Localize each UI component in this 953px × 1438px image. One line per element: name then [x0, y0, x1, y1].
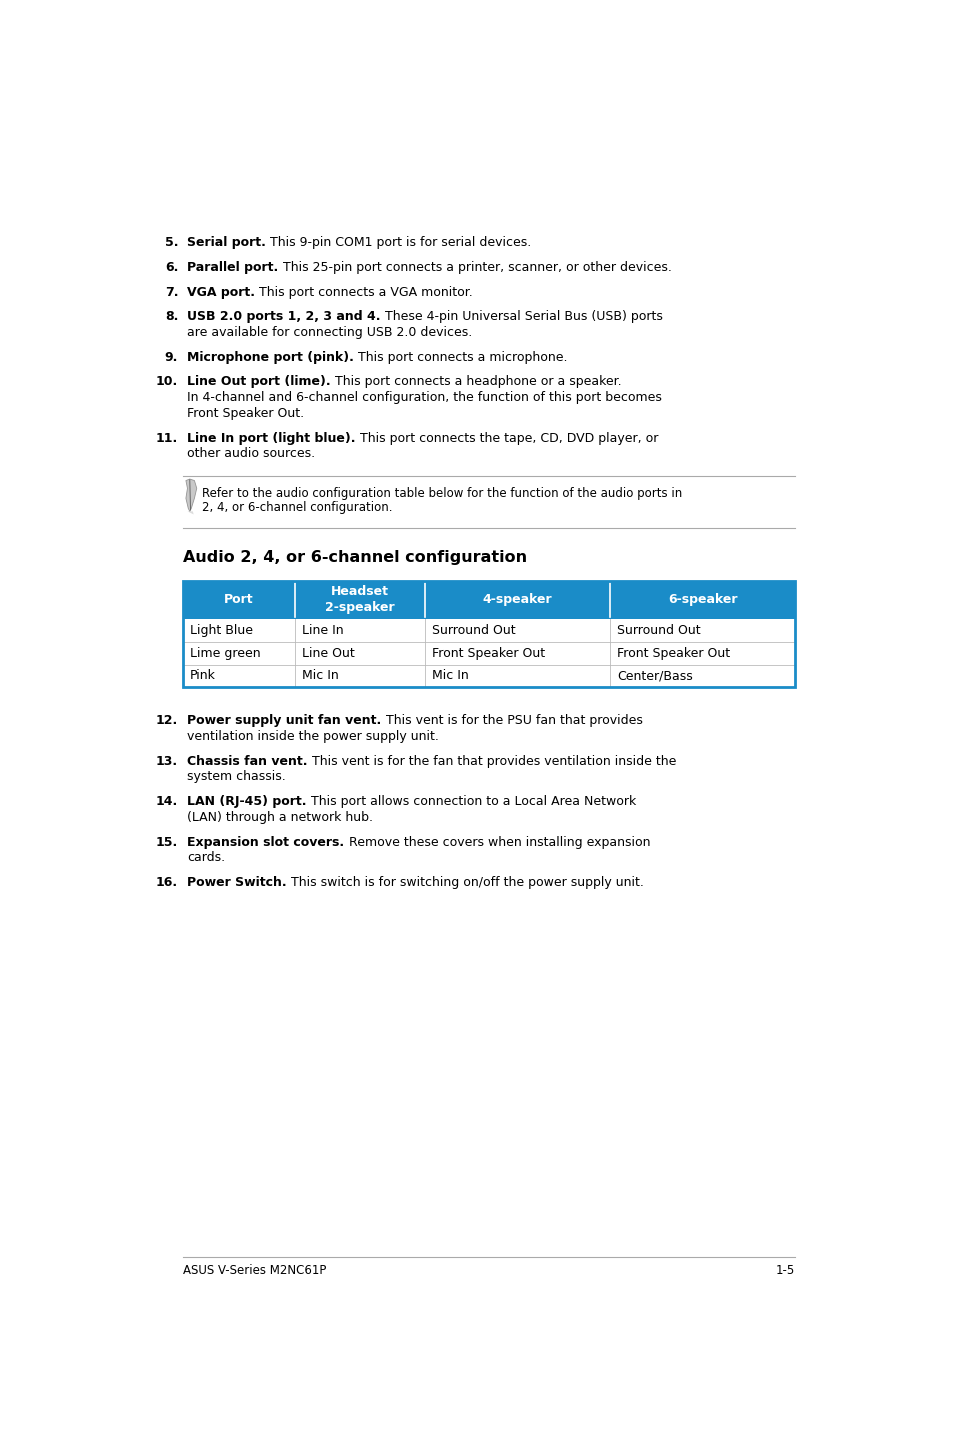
- Text: 6-speaker: 6-speaker: [667, 594, 737, 607]
- Text: Parallel port.: Parallel port.: [187, 262, 278, 275]
- Text: This port allows connection to a Local Area Network: This port allows connection to a Local A…: [307, 795, 636, 808]
- Text: This vent is for the fan that provides ventilation inside the: This vent is for the fan that provides v…: [308, 755, 676, 768]
- Text: Front Speaker Out: Front Speaker Out: [617, 647, 729, 660]
- Text: Line Out port (lime).: Line Out port (lime).: [187, 375, 331, 388]
- Text: 16.: 16.: [156, 876, 178, 889]
- Text: Mic In: Mic In: [301, 670, 338, 683]
- PathPatch shape: [187, 512, 193, 515]
- Text: Line In port (light blue).: Line In port (light blue).: [187, 431, 355, 444]
- Bar: [183, 641, 794, 664]
- Text: Surround Out: Surround Out: [432, 624, 516, 637]
- Text: Chassis fan vent.: Chassis fan vent.: [187, 755, 308, 768]
- Text: Surround Out: Surround Out: [617, 624, 700, 637]
- Text: This port connects a headphone or a speaker.: This port connects a headphone or a spea…: [331, 375, 621, 388]
- Text: VGA port.: VGA port.: [187, 286, 255, 299]
- Text: Line Out: Line Out: [301, 647, 355, 660]
- Text: This port connects a microphone.: This port connects a microphone.: [354, 351, 567, 364]
- Text: 11.: 11.: [155, 431, 178, 444]
- Text: This switch is for switching on/off the power supply unit.: This switch is for switching on/off the …: [287, 876, 643, 889]
- Text: Headset
2-speaker: Headset 2-speaker: [325, 585, 395, 614]
- Bar: [183, 620, 794, 641]
- Text: USB 2.0 ports 1, 2, 3 and 4.: USB 2.0 ports 1, 2, 3 and 4.: [187, 311, 380, 324]
- Text: Lime green: Lime green: [190, 647, 260, 660]
- Text: are available for connecting USB 2.0 devices.: are available for connecting USB 2.0 dev…: [187, 326, 472, 339]
- Text: Center/Bass: Center/Bass: [617, 670, 692, 683]
- Text: ASUS V-Series M2NC61P: ASUS V-Series M2NC61P: [183, 1264, 326, 1277]
- Text: 12.: 12.: [155, 715, 178, 728]
- Text: This 25-pin port connects a printer, scanner, or other devices.: This 25-pin port connects a printer, sca…: [278, 262, 671, 275]
- Text: 10.: 10.: [155, 375, 178, 388]
- Text: 6.: 6.: [165, 262, 178, 275]
- Text: 2, 4, or 6-channel configuration.: 2, 4, or 6-channel configuration.: [202, 502, 393, 515]
- Bar: [183, 664, 794, 687]
- Text: Line In: Line In: [301, 624, 343, 637]
- Text: 13.: 13.: [156, 755, 178, 768]
- Text: Mic In: Mic In: [432, 670, 469, 683]
- Text: Microphone port (pink).: Microphone port (pink).: [187, 351, 354, 364]
- Text: These 4-pin Universal Serial Bus (USB) ports: These 4-pin Universal Serial Bus (USB) p…: [380, 311, 662, 324]
- Text: 7.: 7.: [165, 286, 178, 299]
- Text: 5.: 5.: [165, 236, 178, 249]
- Text: 1-5: 1-5: [775, 1264, 794, 1277]
- Text: Power supply unit fan vent.: Power supply unit fan vent.: [187, 715, 381, 728]
- Text: Power Switch.: Power Switch.: [187, 876, 287, 889]
- Text: Front Speaker Out.: Front Speaker Out.: [187, 407, 304, 420]
- Text: 8.: 8.: [165, 311, 178, 324]
- Text: system chassis.: system chassis.: [187, 771, 286, 784]
- Text: Audio 2, 4, or 6-channel configuration: Audio 2, 4, or 6-channel configuration: [183, 549, 526, 565]
- Text: Front Speaker Out: Front Speaker Out: [432, 647, 545, 660]
- Text: Refer to the audio configuration table below for the function of the audio ports: Refer to the audio configuration table b…: [202, 486, 681, 500]
- Text: In 4-channel and 6-channel configuration, the function of this port becomes: In 4-channel and 6-channel configuration…: [187, 391, 661, 404]
- Text: Serial port.: Serial port.: [187, 236, 266, 249]
- Text: 14.: 14.: [155, 795, 178, 808]
- Text: (LAN) through a network hub.: (LAN) through a network hub.: [187, 811, 373, 824]
- Text: ventilation inside the power supply unit.: ventilation inside the power supply unit…: [187, 731, 439, 743]
- Text: other audio sources.: other audio sources.: [187, 447, 315, 460]
- Text: Light Blue: Light Blue: [190, 624, 253, 637]
- Text: Pink: Pink: [190, 670, 215, 683]
- Text: LAN (RJ-45) port.: LAN (RJ-45) port.: [187, 795, 307, 808]
- Text: Port: Port: [224, 594, 253, 607]
- Text: This port connects a VGA monitor.: This port connects a VGA monitor.: [255, 286, 473, 299]
- Text: Expansion slot covers.: Expansion slot covers.: [187, 835, 344, 848]
- Text: 15.: 15.: [155, 835, 178, 848]
- Bar: [183, 581, 794, 687]
- Text: 4-speaker: 4-speaker: [482, 594, 552, 607]
- PathPatch shape: [186, 479, 196, 512]
- Text: This vent is for the PSU fan that provides: This vent is for the PSU fan that provid…: [381, 715, 642, 728]
- Text: This 9-pin COM1 port is for serial devices.: This 9-pin COM1 port is for serial devic…: [266, 236, 531, 249]
- Text: This port connects the tape, CD, DVD player, or: This port connects the tape, CD, DVD pla…: [355, 431, 658, 444]
- Text: Remove these covers when installing expansion: Remove these covers when installing expa…: [344, 835, 649, 848]
- Bar: [183, 581, 794, 620]
- Text: 9.: 9.: [165, 351, 178, 364]
- Text: cards.: cards.: [187, 851, 225, 864]
